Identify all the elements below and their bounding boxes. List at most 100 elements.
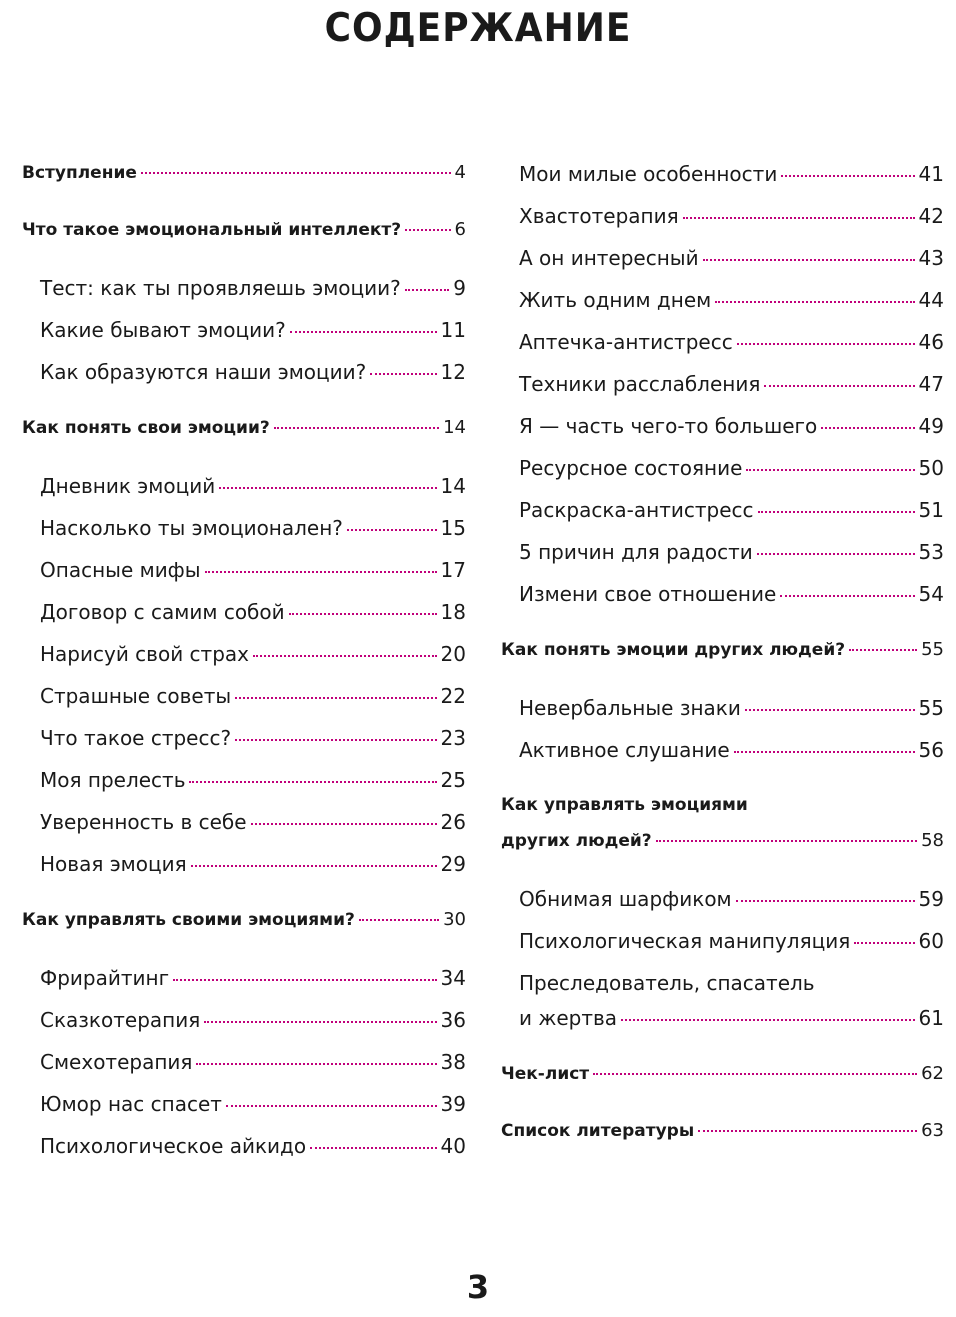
entry-text: Я — часть чего-то большего [519,414,818,438]
toc-entry: А он интересный 43 [519,246,944,276]
dot-leader [621,1019,915,1021]
entry-text: Сказкотерапия [40,1008,201,1032]
entry-page: 50 [918,456,944,480]
entry-page: 40 [440,1134,466,1158]
entry-text: Вступление [22,163,137,183]
toc-entry: Мои милые особенности 41 [519,162,944,192]
dot-leader [189,781,437,783]
entry-text: Юмор нас спасет [40,1092,222,1116]
entry-page: 4 [454,162,466,183]
toc-entry: Насколько ты эмоционален? 15 [40,516,466,546]
dot-leader [757,511,915,513]
entry-text: А он интересный [519,246,699,270]
dot-leader [698,1130,918,1132]
toc-entry: Жить одним днем 44 [519,288,944,318]
toc-entry: Аптечка-антистресс 46 [519,330,944,360]
entry-page: 61 [918,1006,944,1030]
dot-leader [756,553,915,555]
dot-leader [204,1021,437,1023]
toc-entry: Вступление 4 [22,162,466,192]
entry-page: 14 [443,417,466,438]
entry-page: 34 [440,966,466,990]
dot-leader [821,427,915,429]
entry-text: Чек-лист [501,1064,590,1084]
dot-leader [849,649,918,651]
toc-entry: Моя прелесть 25 [40,768,466,798]
dot-leader [370,373,437,375]
dot-leader [736,343,915,345]
entry-text: Хвастотерапия [519,204,679,228]
toc-entry: Новая эмоция 29 [40,852,466,882]
toc-entry: Договор с самим собой 18 [40,600,466,630]
entry-page: 6 [454,219,466,240]
entry-text: Активное слушание [519,738,730,762]
toc-entry: Ресурсное состояние 50 [519,456,944,486]
dot-leader [204,571,437,573]
entry-text: Как управлять своими эмоциями? [22,910,355,930]
toc-entry: Чек-лист 62 [501,1063,944,1093]
entry-text: Моя прелесть [40,768,186,792]
dot-leader [854,942,915,944]
page-number: 3 [466,1268,490,1306]
entry-page: 11 [440,318,466,342]
entry-page: 20 [440,642,466,666]
entry-page: 41 [918,162,944,186]
entry-page: 30 [443,909,466,930]
entry-page: 9 [453,276,466,300]
entry-page: 47 [918,372,944,396]
toc-entry: Измени свое отношение 54 [519,582,944,612]
toc-entry: Активное слушание 56 [519,738,944,768]
toc-entry: Сказкотерапия 36 [40,1008,466,1038]
entry-text: Нарисуй свой страх [40,642,249,666]
toc-entry: 5 причин для радости 53 [519,540,944,570]
dot-leader [273,427,440,429]
dot-leader [358,919,440,921]
entry-text: Техники расслабления [519,372,761,396]
entry-text: Ресурсное состояние [519,456,743,480]
dot-leader [173,979,437,981]
entry-page: 60 [918,929,944,953]
entry-text: Тест: как ты проявляешь эмоции? [40,276,401,300]
toc-entry: Список литературы 63 [501,1120,944,1150]
entry-page: 55 [918,696,944,720]
toc-entry: Невербальные знаки 55 [519,696,944,726]
toc-entry: Как понять эмоции других людей? 55 [501,639,944,669]
entry-text: Дневник эмоций [40,474,216,498]
dot-leader [780,595,915,597]
entry-text: Мои милые особенности [519,162,778,186]
entry-text: Измени свое отношение [519,582,777,606]
entry-text: Раскраска-антистресс [519,498,754,522]
entry-text: 5 причин для радости [519,540,753,564]
toc-entry: Раскраска-антистресс 51 [519,498,944,528]
entry-text: Обнимая шарфиком [519,887,732,911]
dot-leader [733,751,915,753]
toc-entry: Хвастотерапия 42 [519,204,944,234]
dot-leader [196,1063,437,1065]
toc-entry: Нарисуй свой страх 20 [40,642,466,672]
toc-entry: Как образуются наши эмоции? 12 [40,360,466,390]
dot-leader [219,487,437,489]
entry-line: Как управлять эмоциями [501,795,748,815]
entry-text: Невербальные знаки [519,696,741,720]
entry-text: и жертва [519,1006,618,1030]
toc-entry: Психологическая манипуляция 60 [519,929,944,959]
dot-leader [715,301,915,303]
entry-text: Жить одним днем [519,288,712,312]
dot-leader [289,331,437,333]
entry-page: 18 [440,600,466,624]
entry-page: 39 [440,1092,466,1116]
entry-text: Насколько ты эмоционален? [40,516,343,540]
entry-page: 12 [440,360,466,384]
title: СОДЕРЖАНИЕ [324,5,632,52]
entry-page: 22 [440,684,466,708]
entry-page: 15 [440,516,466,540]
dot-leader [225,1105,437,1107]
dot-leader [252,655,437,657]
toc-entry: Что такое эмоциональный интеллект? 6 [22,219,466,249]
toc-entry: Страшные советы 22 [40,684,466,714]
entry-page: 38 [440,1050,466,1074]
dot-leader [404,289,450,291]
entry-line: Преследователь, спасатель [519,971,815,995]
dot-leader [735,900,915,902]
entry-page: 55 [921,639,944,660]
